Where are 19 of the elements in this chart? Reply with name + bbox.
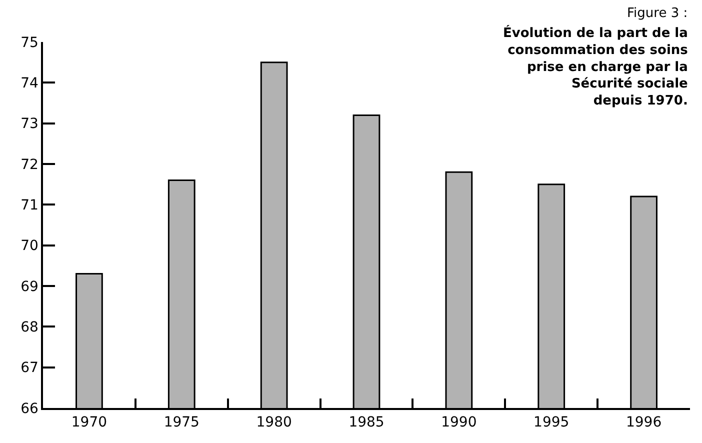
- y-tick-label: 69: [20, 278, 38, 295]
- y-tick-label: 66: [20, 400, 39, 417]
- y-tick-label: 73: [20, 116, 38, 132]
- x-tick-label: 1975: [164, 414, 200, 431]
- text: Évolution de la part de la consommation des soins prise en charge par la Sécurité sociale depuis 1970.: [503, 24, 688, 109]
- y-tick-label: 75: [20, 34, 38, 51]
- y-tick-label: 68: [20, 320, 38, 336]
- y-tick-label: 74: [20, 76, 39, 92]
- x-tick-label: 1995: [534, 414, 570, 431]
- x-tick-label: 1996: [626, 414, 662, 431]
- y-tick-label: 67: [20, 360, 38, 376]
- x-tick-label: 1985: [348, 414, 384, 431]
- x-tick-label: 1980: [256, 414, 292, 431]
- x-tick-label: 1990: [441, 414, 477, 431]
- y-tick-label: 72: [20, 156, 38, 173]
- y-tick-label: 71: [20, 198, 38, 214]
- y-tick-label: 70: [20, 238, 38, 254]
- x-tick-label: 1970: [71, 414, 108, 431]
- chart-title: Figure 3 :: [627, 6, 688, 21]
